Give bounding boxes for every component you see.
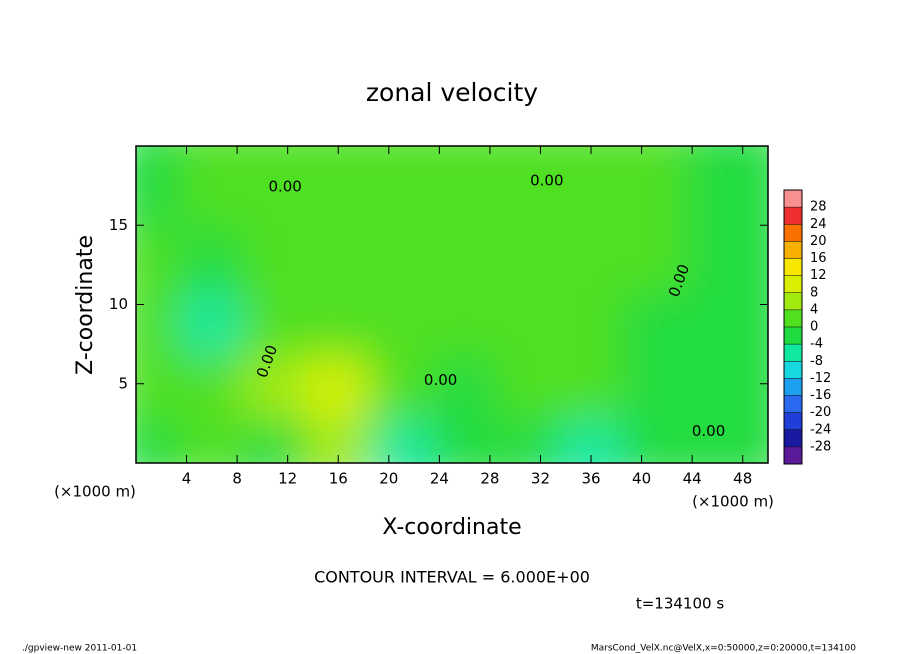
colorbar-bin (784, 327, 802, 345)
contour-interval: CONTOUR INTERVAL = 6.000E+00 (314, 568, 590, 587)
colorbar-bin (784, 292, 802, 310)
x-tick-label: 8 (232, 470, 242, 488)
colorbar-bin (784, 258, 802, 276)
x-tick-label: 40 (632, 470, 651, 488)
colorbar-bin (784, 190, 802, 208)
colorbar-bin (784, 412, 802, 430)
time-label: t=134100 s (636, 595, 724, 613)
contour-label: 0.00 (424, 371, 457, 389)
colorbar-bin (784, 446, 802, 464)
x-axis-label: X-coordinate (382, 515, 521, 540)
x-tick-label: 20 (379, 470, 398, 488)
x-tick-label: 28 (480, 470, 499, 488)
x-tick-label: 36 (581, 470, 600, 488)
chart-title: zonal velocity (366, 78, 538, 107)
y-tick-label: 10 (109, 295, 128, 313)
y-tick-label: 15 (109, 216, 128, 234)
colorbar-bin (784, 207, 802, 225)
y-unit: (×1000 m) (54, 483, 136, 501)
colorbar-label: 4 (810, 302, 818, 317)
colorbar-bin (784, 309, 802, 327)
colorbar-bin (784, 275, 802, 293)
colorbar-bin (784, 361, 802, 379)
colorbar-label: -28 (810, 439, 831, 454)
x-tick-label: 32 (531, 470, 550, 488)
x-unit: (×1000 m) (692, 493, 774, 511)
x-tick-label: 16 (329, 470, 348, 488)
colorbar-label: 0 (810, 320, 818, 335)
field (136, 146, 768, 463)
colorbar-label: -24 (810, 422, 831, 437)
colorbar-bin (784, 429, 802, 447)
y-axis-label: Z-coordinate (73, 235, 98, 375)
colorbar-bin (784, 344, 802, 362)
x-tick-label: 44 (683, 470, 702, 488)
colorbar-label: -4 (810, 337, 823, 352)
x-tick-label: 12 (278, 470, 297, 488)
colorbar-label: -12 (810, 371, 831, 386)
colorbar-bin (784, 395, 802, 413)
colorbar-bin (784, 241, 802, 259)
colorbar-label: 8 (810, 285, 818, 300)
colorbar-label: -20 (810, 405, 831, 420)
x-tick-label: 4 (182, 470, 192, 488)
colorbar-bin (784, 224, 802, 242)
colorbar-label: 20 (810, 234, 827, 249)
y-tick-label: 5 (118, 374, 128, 392)
contour-label: 0.00 (268, 178, 301, 196)
contour-label: 0.00 (692, 422, 725, 440)
colorbar-label: -8 (810, 354, 823, 369)
x-tick-label: 48 (733, 470, 752, 488)
contour-label: 0.00 (530, 171, 563, 189)
colorbar-label: 12 (810, 268, 827, 283)
footer-right: MarsCond_VelX.nc@VelX,x=0:50000,z=0:2000… (591, 644, 856, 654)
colorbar-label: 16 (810, 251, 827, 266)
colorbar-label: 24 (810, 217, 827, 232)
colorbar-bin (784, 378, 802, 396)
colorbar-label: -16 (810, 388, 831, 403)
colorbar-label: 28 (810, 200, 827, 215)
field-cell (684, 146, 768, 230)
x-tick-label: 24 (430, 470, 449, 488)
footer-left: ./gpview-new 2011-01-01 (22, 644, 137, 654)
